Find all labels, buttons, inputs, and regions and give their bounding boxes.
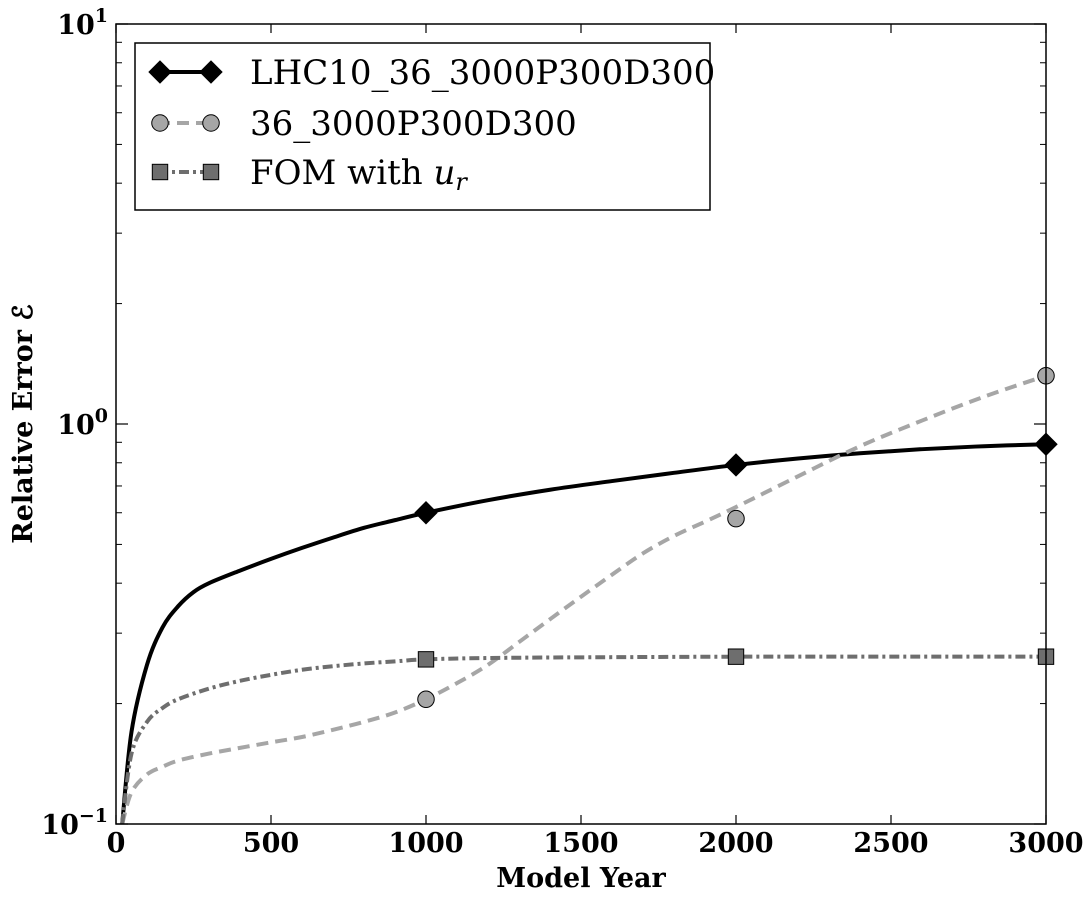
tick-labels: 0 500 1000 1500 2000 2500 3000 10−1 100 101 <box>41 5 1083 859</box>
series-line-1 <box>120 442 1046 824</box>
legend-label-2: 36_3000P300D300 <box>250 104 577 144</box>
y-tick-label: 101 <box>57 5 108 41</box>
series-layer <box>120 367 1058 824</box>
legend-marker-3 <box>151 163 169 181</box>
x-tick-label: 2000 <box>698 828 773 859</box>
x-tick-label: 3000 <box>1008 828 1083 859</box>
series-2-marker <box>417 690 435 709</box>
y-tick-label: 100 <box>57 405 108 441</box>
x-tick-label: 2500 <box>853 828 928 859</box>
legend-marker-2 <box>202 114 220 132</box>
y-axis-title: Relative Error ℰ <box>8 304 39 543</box>
legend-label-1: LHC10_36_3000P300D300 <box>250 53 715 93</box>
y-tick-label: 10−1 <box>41 805 108 841</box>
series-2-marker <box>727 509 745 528</box>
series-3 <box>120 654 1046 824</box>
legend-marker-1 <box>148 60 172 84</box>
series-1-marker <box>414 501 438 525</box>
series-1 <box>120 442 1046 824</box>
legend-label-3: FOM with ur <box>250 153 468 196</box>
series-line-2 <box>120 373 1046 824</box>
x-tick-label: 1500 <box>543 828 618 859</box>
legend-box <box>134 42 711 211</box>
series-line-3 <box>120 654 1046 824</box>
series-3-marker <box>417 651 435 668</box>
x-tick-label: 1000 <box>388 828 463 859</box>
legend-marker-2 <box>151 114 169 132</box>
axis-ticks <box>115 23 1047 825</box>
legend-marker-3 <box>202 163 220 181</box>
legend-marker-1 <box>199 60 223 84</box>
legend: LHC10_36_3000P300D300 36_3000P300D300 FOM … <box>134 42 715 211</box>
series-3-marker <box>727 648 745 665</box>
series-1-marker <box>724 453 748 477</box>
x-tick-label: 0 <box>107 828 126 859</box>
series-2 <box>120 373 1046 824</box>
x-axis-title: Model Year <box>496 863 666 894</box>
x-tick-label: 500 <box>243 828 299 859</box>
